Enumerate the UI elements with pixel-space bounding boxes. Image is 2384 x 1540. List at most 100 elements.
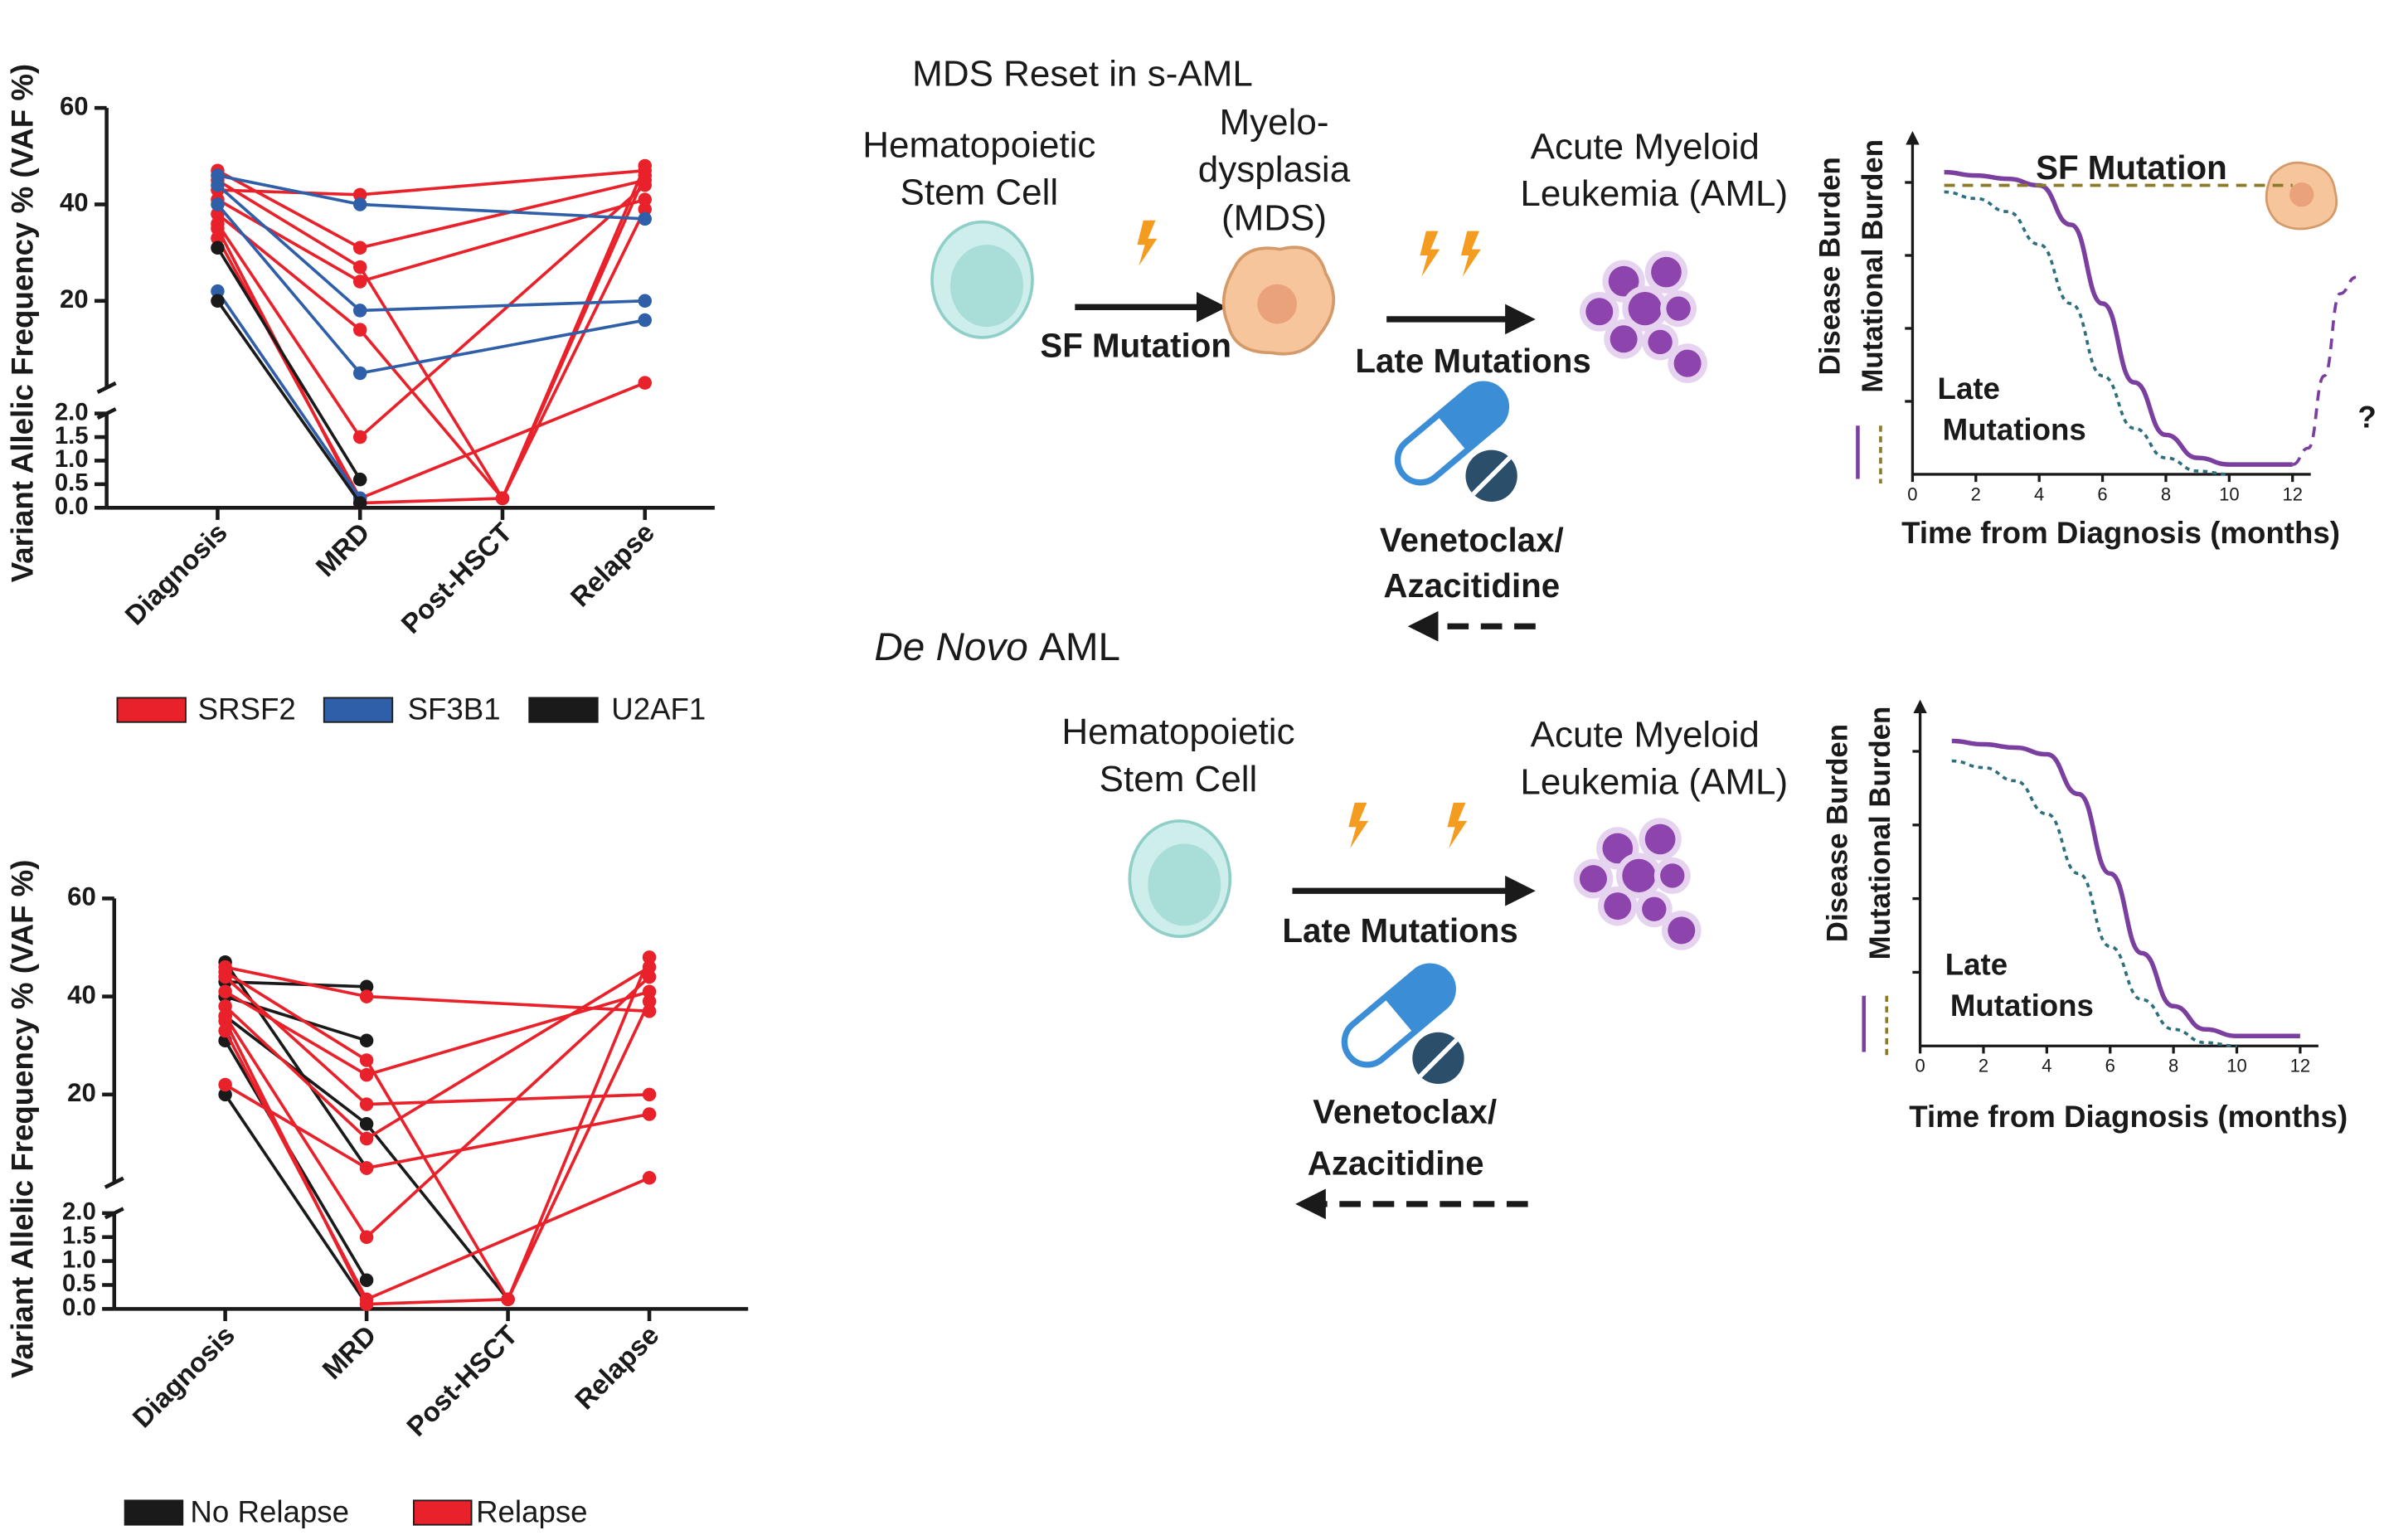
data-point bbox=[352, 366, 367, 381]
data-point bbox=[211, 284, 225, 299]
x-axis-title: Time from Diagnosis (months) bbox=[1901, 516, 2340, 550]
data-line bbox=[223, 1030, 650, 1302]
y-tick-label: 60 bbox=[60, 91, 89, 120]
x-tick-label: MRD bbox=[309, 517, 375, 582]
data-line bbox=[224, 975, 650, 1106]
y-axis-title: Variant Allelic Frequency % (VAF %) bbox=[5, 64, 39, 582]
annotation: ? bbox=[2357, 401, 2376, 435]
data-point bbox=[218, 1023, 232, 1038]
hsc-label: Hematopoietic bbox=[1061, 712, 1294, 752]
x-tick-label: Relapse bbox=[565, 517, 661, 613]
curve bbox=[1944, 169, 2293, 467]
curve bbox=[1944, 190, 2230, 476]
y-tick-label: 0.0 bbox=[55, 493, 89, 520]
data-point bbox=[359, 1053, 374, 1067]
legend-swatch bbox=[124, 1499, 184, 1526]
aml-label: Acute Myeloid bbox=[1531, 715, 1760, 755]
data-point bbox=[638, 313, 652, 328]
data-point bbox=[218, 1013, 232, 1028]
y-tick-label: 20 bbox=[60, 284, 89, 313]
x-tick-label: Post-HSCT bbox=[401, 1319, 523, 1442]
y-tick-label: 1.0 bbox=[62, 1246, 96, 1273]
y-tick-label: 40 bbox=[60, 188, 89, 217]
data-point bbox=[352, 323, 367, 337]
y-tick-label: 40 bbox=[67, 980, 96, 1009]
arrow-label: Late Mutations bbox=[1282, 911, 1517, 950]
data-point bbox=[359, 1097, 374, 1111]
y-tick-label: 1.0 bbox=[55, 445, 89, 473]
y-tick-label: 2.0 bbox=[55, 398, 89, 425]
data-point bbox=[638, 192, 652, 206]
annotation: SF Mutation bbox=[2036, 148, 2227, 187]
y-axis-title: Mutational Burden bbox=[1864, 707, 1896, 960]
denovo-rest: AML bbox=[1039, 624, 1120, 668]
data-point bbox=[638, 177, 652, 192]
data-line bbox=[217, 168, 645, 197]
legend-swatch bbox=[116, 697, 187, 723]
data-point bbox=[218, 999, 232, 1013]
hsc-label: Stem Cell bbox=[1100, 759, 1258, 799]
x-tick-label: 2 bbox=[1971, 483, 1981, 504]
data-line bbox=[216, 246, 362, 481]
legend-swatch bbox=[323, 697, 394, 723]
data-line bbox=[224, 1093, 368, 1305]
data-point bbox=[501, 1292, 515, 1307]
data-point bbox=[352, 430, 367, 445]
data-line bbox=[216, 299, 362, 504]
y-tick-label: 60 bbox=[67, 882, 96, 911]
curve bbox=[1951, 738, 2300, 1038]
drug-label: Azacitidine bbox=[1308, 1144, 1484, 1183]
drug-label: Venetoclax/ bbox=[1380, 521, 1564, 559]
data-point bbox=[211, 177, 225, 192]
legend-swatch bbox=[528, 697, 599, 723]
data-point bbox=[211, 197, 225, 211]
data-point bbox=[638, 202, 652, 216]
data-line bbox=[217, 173, 645, 221]
x-tick-label: 4 bbox=[2042, 1056, 2051, 1076]
y-tick-label: 0.5 bbox=[55, 469, 89, 497]
x-tick-label: 8 bbox=[2168, 1056, 2178, 1076]
hsc-label: Stem Cell bbox=[901, 172, 1059, 212]
legend-swatch bbox=[413, 1499, 473, 1526]
data-point bbox=[211, 240, 225, 255]
data-point bbox=[218, 1087, 232, 1102]
data-point bbox=[495, 491, 510, 506]
arrow-label: Late Mutations bbox=[1355, 342, 1590, 380]
y-axis-title: Mutational Burden bbox=[1857, 139, 1889, 393]
data-point bbox=[359, 1230, 374, 1244]
data-point bbox=[642, 1107, 657, 1121]
annotation: Mutations bbox=[1943, 412, 2086, 446]
diagram-title: MDS Reset in s-AML bbox=[912, 53, 1253, 94]
data-point bbox=[352, 274, 367, 289]
y-tick-label: 0.0 bbox=[62, 1294, 96, 1321]
mds-label: Myelo- bbox=[1219, 102, 1328, 143]
data-point bbox=[211, 168, 225, 182]
data-point bbox=[642, 950, 657, 964]
axis-break bbox=[104, 1176, 124, 1189]
y-tick-label: 0.5 bbox=[62, 1270, 96, 1297]
data-point bbox=[638, 158, 652, 173]
curve bbox=[2292, 275, 2357, 466]
legend-label: No Relapse bbox=[190, 1495, 349, 1529]
data-point bbox=[638, 294, 652, 308]
data-point bbox=[352, 496, 367, 510]
mds-label: dysplasia bbox=[1198, 149, 1351, 190]
y-tick-label: 2.0 bbox=[62, 1198, 96, 1226]
arrow-label: SF Mutation bbox=[1040, 326, 1231, 364]
data-point bbox=[211, 231, 225, 245]
data-point bbox=[352, 240, 367, 255]
x-tick-label: 6 bbox=[2105, 1056, 2115, 1076]
data-line bbox=[216, 183, 646, 440]
denovo-title: De Novo AML bbox=[874, 624, 1120, 668]
data-point bbox=[642, 1171, 657, 1185]
data-point bbox=[359, 979, 374, 994]
data-line bbox=[216, 237, 646, 501]
data-point bbox=[642, 984, 657, 998]
data-point bbox=[638, 211, 652, 226]
curve bbox=[1951, 759, 2237, 1048]
legend-label: Relapse bbox=[476, 1495, 588, 1529]
aml-label: Leukemia (AML) bbox=[1520, 762, 1788, 803]
x-tick-label: 12 bbox=[2290, 1056, 2310, 1076]
y-axis-title: Disease Burden bbox=[1822, 724, 1854, 942]
